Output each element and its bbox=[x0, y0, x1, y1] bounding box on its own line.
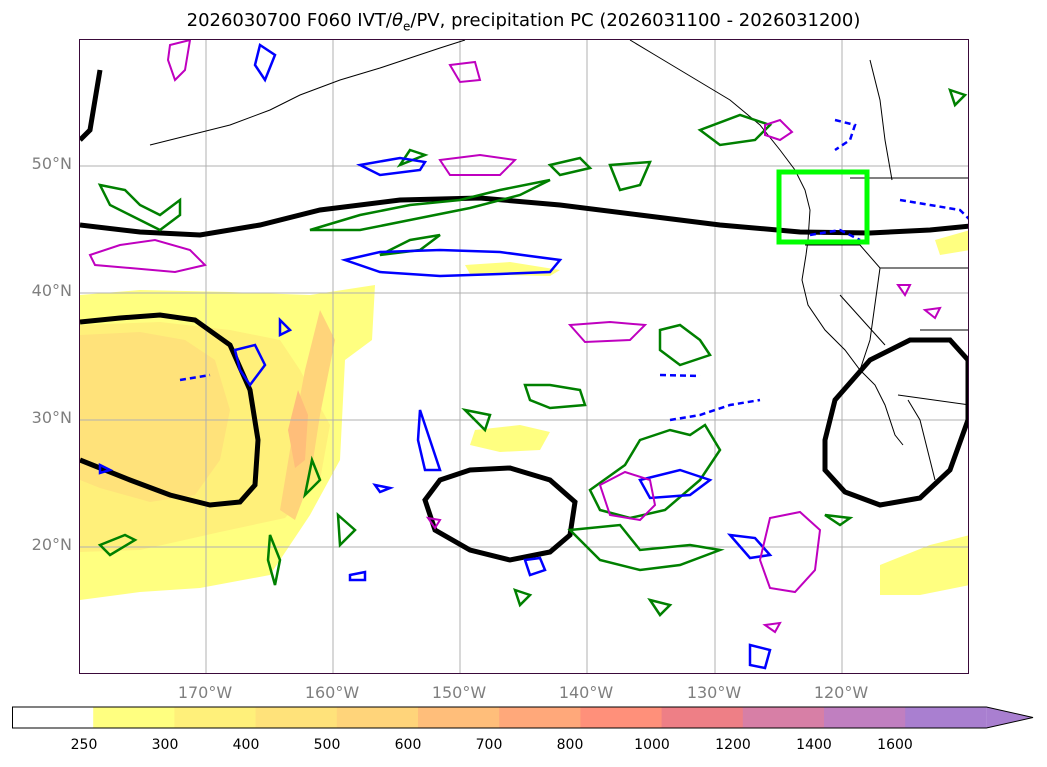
colorbar-segment bbox=[93, 707, 175, 728]
map-title: 2026030700 F060 IVT/θe/PV, precipitation… bbox=[186, 10, 861, 34]
target-region-box bbox=[776, 169, 870, 245]
colorbar-tick: 1400 bbox=[796, 737, 832, 753]
lon-label-150w: 150°W bbox=[431, 683, 487, 702]
colorbar-segment bbox=[499, 707, 581, 728]
lon-label-170w: 170°W bbox=[177, 683, 233, 702]
colorbar-tick: 300 bbox=[151, 737, 179, 753]
colorbar-outline bbox=[12, 706, 1034, 729]
colorbar-tick: 400 bbox=[232, 737, 260, 753]
colorbar-tick: 800 bbox=[556, 737, 584, 753]
colorbar-segment bbox=[174, 707, 257, 728]
lat-label-30n: 30°N bbox=[31, 408, 72, 427]
colorbar-segment bbox=[580, 707, 663, 728]
lon-label-120w: 120°W bbox=[813, 683, 869, 702]
colorbar-segment bbox=[12, 707, 94, 728]
colorbar-tick: 1000 bbox=[634, 737, 670, 753]
map-panel[interactable] bbox=[79, 39, 969, 674]
gridlines bbox=[80, 40, 968, 673]
colorbar-tick: 700 bbox=[475, 737, 503, 753]
lat-label-20n: 20°N bbox=[31, 535, 72, 554]
lat-label-50n: 50°N bbox=[31, 154, 72, 173]
colorbar-svg bbox=[12, 706, 1034, 729]
lon-label-130w: 130°W bbox=[686, 683, 742, 702]
ivt-shading bbox=[80, 230, 968, 600]
colorbar-tick: 250 bbox=[70, 737, 98, 753]
lat-label-40n: 40°N bbox=[31, 281, 72, 300]
colorbar-tick: 600 bbox=[394, 737, 422, 753]
colorbar-tick: 1200 bbox=[715, 737, 751, 753]
colorbar-segment bbox=[336, 707, 419, 728]
black-contours bbox=[80, 69, 968, 563]
colorbar-tick: 1600 bbox=[877, 737, 913, 753]
colorbar bbox=[12, 705, 1034, 730]
blue-contours bbox=[98, 42, 968, 670]
lon-label-160w: 160°W bbox=[304, 683, 360, 702]
magenta-contours bbox=[88, 40, 942, 634]
colorbar-segment bbox=[418, 707, 500, 728]
coastlines bbox=[149, 40, 968, 481]
colorbar-segment bbox=[905, 707, 987, 728]
lon-label-140w: 140°W bbox=[558, 683, 614, 702]
colorbar-tick: 500 bbox=[313, 737, 341, 753]
colorbar-segment bbox=[661, 707, 744, 728]
map-canvas bbox=[80, 40, 968, 673]
green-contours bbox=[97, 88, 968, 617]
colorbar-segment bbox=[742, 707, 825, 728]
colorbar-extend-arrow bbox=[986, 707, 1033, 728]
colorbar-segment bbox=[255, 707, 338, 728]
colorbar-segment bbox=[824, 707, 906, 728]
